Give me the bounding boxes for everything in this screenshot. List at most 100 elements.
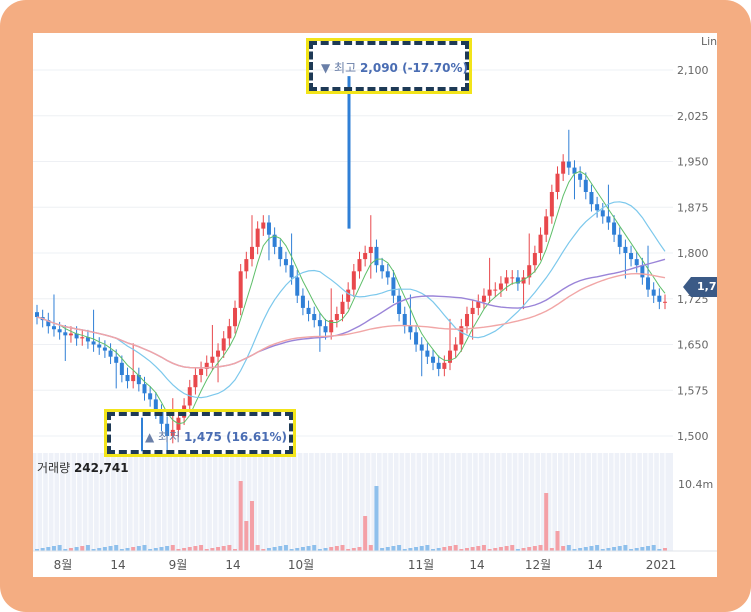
volume-bar [481, 545, 486, 551]
volume-bar [159, 547, 164, 551]
candle-body [204, 362, 209, 369]
volume-bar [317, 549, 322, 551]
candle-body [555, 173, 560, 192]
volume-axis-tick: 10.4m [678, 478, 713, 491]
volume-bar [459, 549, 464, 551]
candle-body [363, 253, 368, 260]
volume-bar [515, 549, 520, 551]
candle-body [453, 344, 458, 351]
volume-bar [453, 545, 458, 551]
candle-body [663, 301, 667, 303]
candle-body [578, 173, 583, 180]
volume-bar [623, 545, 628, 551]
candle-body [651, 289, 656, 296]
volume-bar [108, 546, 113, 551]
volume-bar [425, 545, 430, 551]
volume-bar [68, 548, 73, 551]
candle-body [464, 314, 469, 327]
candle-body [408, 326, 413, 333]
candle-body [136, 375, 141, 385]
candle-body [346, 289, 351, 302]
current-price-tag: 1,720 [683, 277, 717, 297]
volume-bar [193, 546, 198, 551]
candle-body [380, 265, 385, 272]
candle-body [272, 234, 277, 247]
candle-body [357, 259, 362, 272]
volume-bar [153, 548, 158, 551]
volume-bar [136, 546, 141, 551]
volume-bar [74, 547, 79, 551]
volume-bar [549, 548, 554, 551]
volume-bar [436, 548, 441, 551]
volume-bar [600, 549, 605, 551]
low-callout: ▲ 최저 1,475 (16.61%) [104, 409, 296, 457]
volume-bar [657, 549, 662, 551]
volume-bar [629, 549, 634, 551]
candle-body [431, 356, 436, 363]
candle-body [119, 362, 124, 375]
volume-bar [204, 549, 209, 551]
candle-body [600, 210, 605, 217]
volume-bar [334, 546, 339, 551]
volume-bar [504, 546, 509, 551]
volume-bar [119, 549, 124, 551]
volume-bar [583, 547, 588, 551]
volume-bar [142, 545, 147, 551]
candle-body [102, 347, 107, 351]
volume-bar [606, 548, 611, 551]
scale-label: Lin [701, 35, 717, 48]
volume-bar [498, 547, 503, 551]
volume-bar [63, 549, 68, 551]
volume-bar [578, 548, 583, 551]
stock-chart[interactable]: 2,1002,0251,9501,8751,8001,7251,6501,575… [33, 33, 717, 577]
candle-body [221, 338, 226, 351]
volume-bar [329, 547, 334, 551]
volume-bar [266, 548, 271, 551]
candle-body [476, 301, 481, 308]
x-tick-label: 14 [587, 558, 602, 572]
volume-bar [35, 549, 39, 551]
volume-bar [97, 548, 102, 551]
y-tick-label: 1,800 [677, 247, 709, 260]
candle-body [227, 326, 232, 339]
volume-panel-bg [33, 453, 673, 551]
ma60-line [36, 258, 666, 369]
candle-body [419, 344, 424, 351]
candle-body [210, 356, 215, 363]
volume-bar [448, 546, 453, 551]
candle-body [165, 423, 170, 436]
volume-bar [521, 548, 526, 551]
y-tick-label: 2,025 [677, 110, 709, 123]
volume-bar [346, 549, 351, 551]
volume-bar [46, 547, 51, 551]
candle-body [46, 320, 51, 327]
volume-bar [402, 549, 407, 551]
y-tick-label: 1,575 [677, 384, 709, 397]
volume-bar [210, 548, 215, 551]
candle-body [532, 253, 537, 266]
volume-bar [566, 545, 571, 551]
volume-bar [199, 545, 204, 551]
volume-bar [323, 548, 328, 551]
volume-bar [131, 547, 136, 551]
candle-body [142, 384, 147, 394]
volume-bar [651, 545, 656, 551]
candle-body [125, 375, 130, 382]
volume-bar [419, 546, 424, 551]
volume-bar [476, 546, 481, 551]
candle-body [97, 344, 102, 348]
candle-body [583, 179, 588, 192]
candle-body [35, 312, 39, 318]
volume-bar [187, 547, 192, 551]
y-tick-label: 1,650 [677, 339, 709, 352]
candle-body [459, 326, 464, 345]
volume-value: 242,741 [73, 461, 129, 475]
volume-bar [589, 546, 594, 551]
volume-bar [634, 548, 639, 551]
volume-bar [555, 531, 560, 551]
volume-bar [114, 545, 119, 551]
candle-body [329, 320, 334, 333]
volume-bar [470, 547, 475, 551]
candle-body [216, 350, 221, 357]
x-tick-label: 14 [110, 558, 125, 572]
